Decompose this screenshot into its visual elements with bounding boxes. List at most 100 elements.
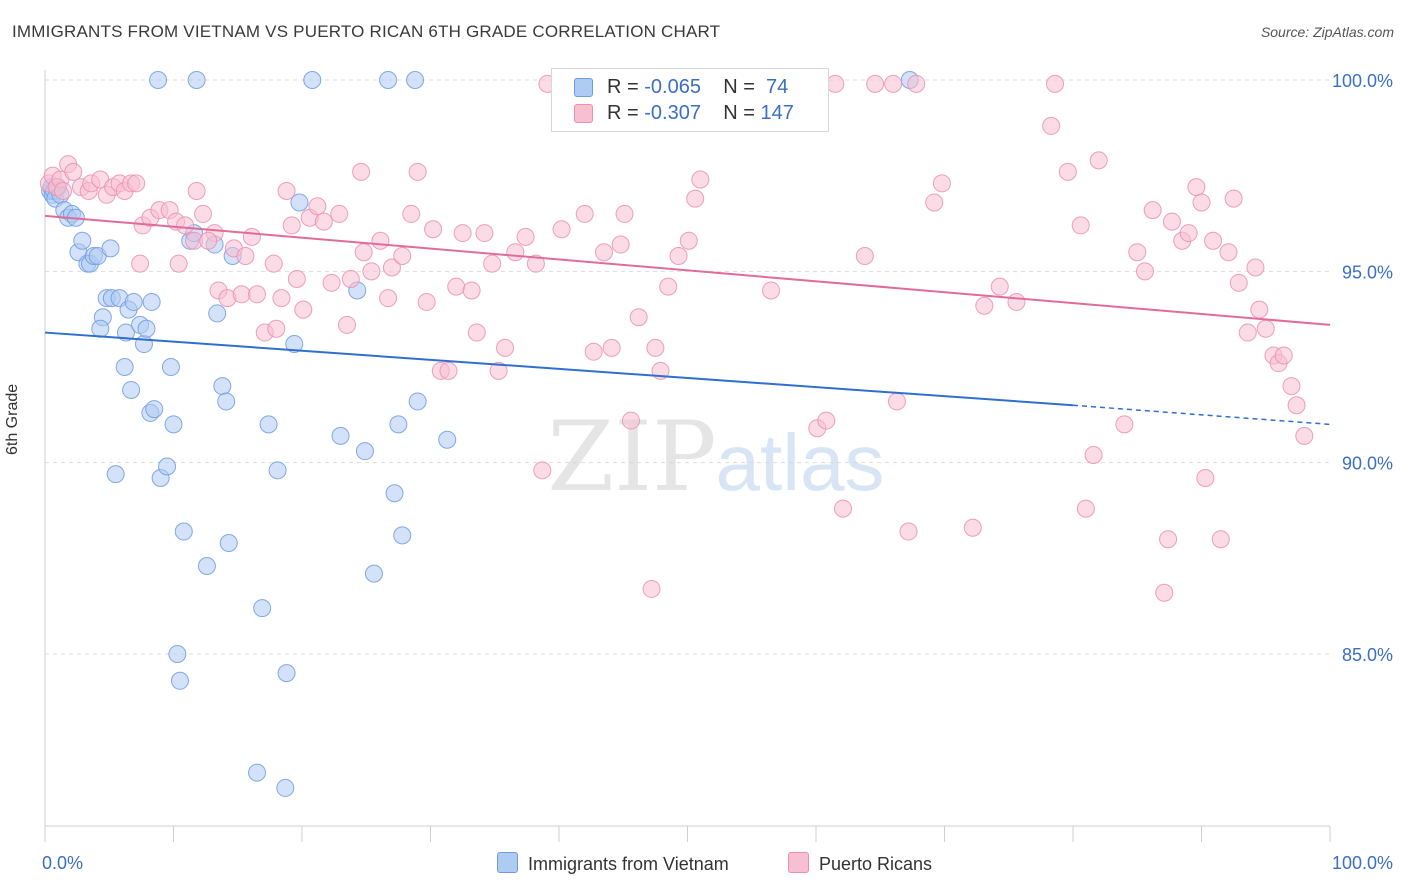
puerto-ricans-point bbox=[199, 231, 218, 250]
puerto-ricans-point bbox=[330, 204, 349, 223]
vietnam-point bbox=[101, 239, 120, 258]
vietnam-point bbox=[197, 556, 216, 575]
puerto-ricans-point bbox=[314, 212, 333, 231]
puerto-ricans-point bbox=[887, 392, 906, 411]
puerto-ricans-point bbox=[169, 254, 188, 273]
chart-title: IMMIGRANTS FROM VIETNAM VS PUERTO RICAN … bbox=[12, 22, 721, 41]
puerto-ricans-point bbox=[362, 262, 381, 281]
swatch-puerto-ricans bbox=[574, 104, 593, 123]
vietnam-point bbox=[285, 335, 304, 354]
y-tick-label: 95.0% bbox=[1342, 262, 1393, 282]
puerto-ricans-point bbox=[1219, 243, 1238, 262]
puerto-ricans-point bbox=[272, 289, 291, 308]
puerto-ricans-point bbox=[1192, 193, 1211, 212]
puerto-ricans-point bbox=[1204, 231, 1223, 250]
vietnam-point bbox=[389, 415, 408, 434]
tick-labels: 85.0% 90.0% 95.0% 100.0% 0.0% 100.0% bbox=[42, 71, 1393, 873]
vietnam-point bbox=[290, 193, 309, 212]
vietnam-point bbox=[217, 392, 236, 411]
puerto-ricans-point bbox=[526, 254, 545, 273]
n-label: N = bbox=[723, 76, 761, 98]
puerto-ricans-point bbox=[1042, 116, 1061, 135]
x-tick-label-min: 0.0% bbox=[42, 853, 83, 873]
puerto-ricans-point bbox=[817, 411, 836, 430]
puerto-ricans-point bbox=[264, 254, 283, 273]
puerto-ricans-point bbox=[629, 308, 648, 327]
puerto-ricans-point bbox=[615, 204, 634, 223]
puerto-ricans-point bbox=[417, 292, 436, 311]
vietnam-point bbox=[208, 304, 227, 323]
vietnam-point bbox=[164, 415, 183, 434]
puerto-ricans-point bbox=[248, 285, 267, 304]
legend-label-puerto-ricans: Puerto Ricans bbox=[819, 854, 933, 874]
puerto-ricans-point bbox=[1162, 212, 1181, 231]
vietnam-point bbox=[106, 465, 125, 484]
n-value-vietnam: 74 bbox=[766, 76, 789, 98]
puerto-ricans-point bbox=[1238, 323, 1257, 342]
puerto-ricans-point bbox=[669, 247, 688, 266]
puerto-ricans-point bbox=[1256, 319, 1275, 338]
vietnam-point bbox=[276, 778, 295, 797]
vietnam-point bbox=[277, 664, 296, 683]
vietnam-point bbox=[149, 71, 168, 89]
puerto-ricans-point bbox=[1058, 162, 1077, 181]
puerto-ricans-point bbox=[855, 247, 874, 266]
puerto-ricans-point bbox=[552, 220, 571, 239]
puerto-ricans-point bbox=[277, 181, 296, 200]
puerto-ricans-point bbox=[1274, 346, 1293, 365]
puerto-ricans-point bbox=[439, 361, 458, 380]
n-label: N = bbox=[723, 102, 761, 124]
puerto-ricans-point bbox=[602, 338, 621, 357]
puerto-ricans-point bbox=[1229, 273, 1248, 292]
puerto-ricans-point bbox=[287, 269, 306, 288]
vietnam-point bbox=[168, 645, 187, 663]
r-value-puerto-ricans: -0.307 bbox=[644, 102, 701, 124]
vietnam-point bbox=[174, 522, 193, 541]
puerto-ricans-point bbox=[1089, 151, 1108, 170]
puerto-ricans-point bbox=[1224, 189, 1243, 208]
puerto-ricans-point bbox=[1246, 258, 1265, 277]
puerto-ricans-point bbox=[679, 231, 698, 250]
puerto-ricans-point bbox=[866, 74, 885, 93]
puerto-ricans-point bbox=[282, 216, 301, 235]
watermark-atlas: atlas bbox=[716, 418, 885, 507]
puerto-ricans-point bbox=[963, 518, 982, 537]
puerto-ricans-point bbox=[659, 277, 678, 296]
puerto-ricans-point bbox=[1007, 292, 1026, 311]
vietnam-point bbox=[379, 71, 398, 89]
puerto-ricans-point bbox=[341, 269, 360, 288]
y-tick-label: 100.0% bbox=[1332, 71, 1393, 91]
puerto-ricans-point bbox=[131, 254, 150, 273]
trend-line-vietnam-extrapolated bbox=[1072, 404, 1331, 426]
puerto-ricans-point bbox=[1076, 499, 1095, 518]
puerto-ricans-point bbox=[393, 247, 412, 266]
puerto-ricans-point bbox=[907, 74, 926, 93]
puerto-ricans-point bbox=[1046, 74, 1065, 93]
puerto-ricans-point bbox=[1159, 530, 1178, 549]
r-label: R = bbox=[607, 102, 645, 124]
vietnam-point bbox=[303, 71, 322, 89]
puerto-ricans-point bbox=[826, 74, 845, 93]
puerto-ricans-point bbox=[990, 277, 1009, 296]
puerto-ricans-point bbox=[975, 296, 994, 315]
trend-lines bbox=[44, 214, 1331, 426]
series-puerto-ricans-points bbox=[39, 71, 1314, 602]
puerto-ricans-point bbox=[1135, 262, 1154, 281]
puerto-ricans-point bbox=[352, 162, 371, 181]
puerto-ricans-point bbox=[1196, 468, 1215, 487]
puerto-ricans-point bbox=[575, 204, 594, 223]
puerto-ricans-point bbox=[1250, 300, 1269, 319]
puerto-ricans-point bbox=[884, 74, 903, 93]
puerto-ricans-point bbox=[453, 224, 472, 243]
puerto-ricans-point bbox=[1115, 415, 1134, 434]
vietnam-point bbox=[259, 415, 278, 434]
puerto-ricans-point bbox=[1287, 396, 1306, 415]
puerto-ricans-point bbox=[308, 197, 327, 216]
vietnam-point bbox=[134, 335, 153, 354]
legend-swatch-puerto-ricans bbox=[788, 852, 809, 873]
puerto-ricans-point bbox=[187, 181, 206, 200]
y-tick-label: 90.0% bbox=[1342, 454, 1393, 474]
vietnam-point bbox=[137, 319, 156, 338]
puerto-ricans-point bbox=[242, 227, 261, 246]
